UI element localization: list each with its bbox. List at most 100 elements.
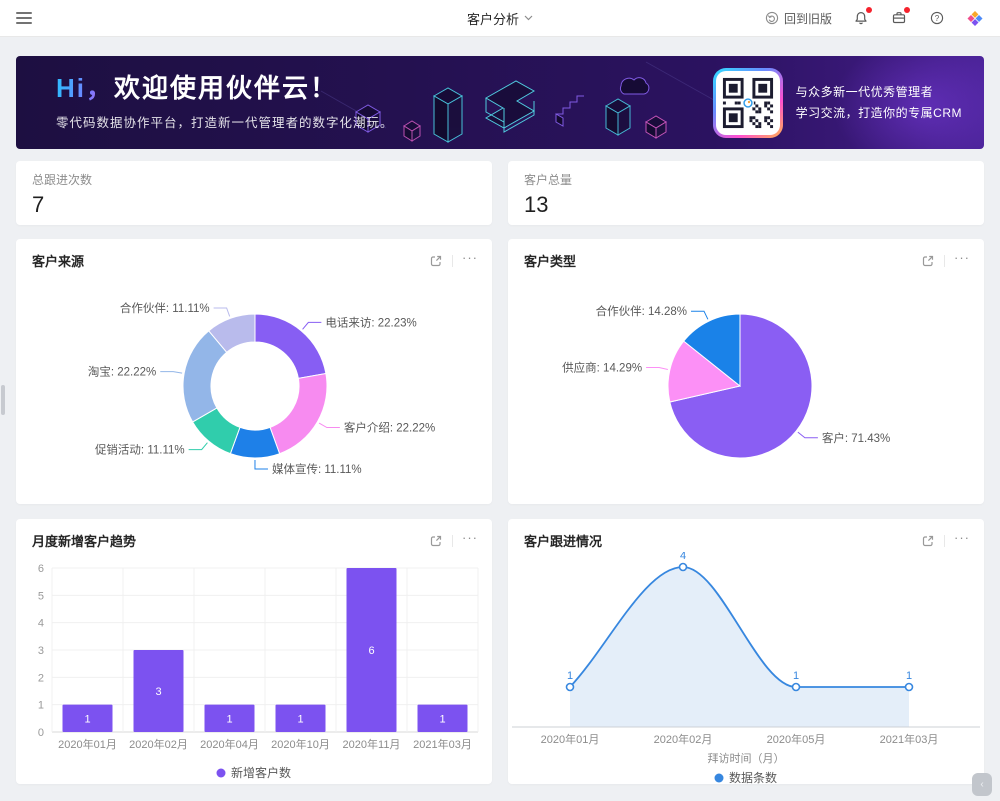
chart-title: 客户跟进情况 xyxy=(524,534,603,549)
huoban-logo-icon xyxy=(966,9,984,27)
svg-text:2020年04月: 2020年04月 xyxy=(200,737,259,751)
back-to-old-version-button[interactable]: 回到旧版 xyxy=(765,10,832,27)
svg-text:媒体宣传: 11.11%: 媒体宣传: 11.11% xyxy=(272,462,362,476)
chart-title: 月度新增客户趋势 xyxy=(32,534,137,549)
divider xyxy=(944,254,945,267)
svg-text:2020年11月: 2020年11月 xyxy=(343,737,401,751)
qr-code xyxy=(712,67,783,138)
svg-text:合作伙伴: 11.11%: 合作伙伴: 11.11% xyxy=(120,301,210,315)
svg-text:1: 1 xyxy=(793,670,799,682)
chart-card-followup-status: 客户跟进情况 ··· 1 2020年01月 4 2020年02月 1 2020年05月 1 2… xyxy=(508,519,984,784)
export-icon[interactable] xyxy=(429,254,443,268)
svg-text:2020年01月: 2020年01月 xyxy=(58,737,117,751)
chart-title: 客户来源 xyxy=(32,254,85,269)
svg-text:1: 1 xyxy=(906,670,912,682)
stat-label: 总跟进次数 xyxy=(32,173,93,187)
followup-status-line-chart[interactable]: 1 2020年01月 4 2020年02月 1 2020年05月 1 2021年03月拜访时间… xyxy=(508,552,984,784)
export-icon[interactable] xyxy=(429,534,443,548)
menu-icon[interactable] xyxy=(16,12,32,24)
welcome-banner: Hi，欢迎使用伙伴云！ 零代码数据协作平台，打造新一代管理者的数字化潮玩。 与众… xyxy=(16,56,984,149)
help-button[interactable]: ? xyxy=(928,9,946,27)
customer-type-pie-chart[interactable]: 客户: 71.43% 供应商: 14.29% 合作伙伴: 14.28% xyxy=(508,272,984,504)
chart-card-monthly-new-customers: 月度新增客户趋势 ··· 0 1 2 3 4 5 6 1 2020年01月 3 2020年02月 1 2… xyxy=(16,519,492,784)
collapse-drawer-button[interactable]: ‹ xyxy=(972,773,992,796)
divider xyxy=(944,534,945,547)
bell-icon xyxy=(855,12,867,25)
svg-text:淘宝: 22.22%: 淘宝: 22.22% xyxy=(88,365,156,379)
export-icon[interactable] xyxy=(921,534,935,548)
notification-badge xyxy=(866,7,872,13)
banner-subtitle: 零代码数据协作平台，打造新一代管理者的数字化潮玩。 xyxy=(56,115,394,130)
svg-text:?: ? xyxy=(935,14,940,23)
stat-card-followups: 总跟进次数 7 xyxy=(16,161,492,225)
svg-text:电话来访: 22.23%: 电话来访: 22.23% xyxy=(325,316,416,329)
svg-text:2020年02月: 2020年02月 xyxy=(654,732,713,746)
svg-text:2: 2 xyxy=(38,672,44,684)
stat-value: 7 xyxy=(32,192,45,217)
svg-text:4: 4 xyxy=(38,618,44,630)
charts-row-1: 客户来源 ··· 电话来访: 22.23% 客户介绍: 22.22% 媒体宣传: 1… xyxy=(16,239,984,504)
page-title: 客户分析 xyxy=(466,11,520,27)
dashboard-main: Hi，欢迎使用伙伴云！ 零代码数据协作平台，打造新一代管理者的数字化潮玩。 与众… xyxy=(0,37,1000,784)
stat-label: 客户总量 xyxy=(524,173,573,187)
svg-text:3: 3 xyxy=(155,686,161,698)
svg-text:1: 1 xyxy=(567,670,573,682)
svg-text:2021年03月: 2021年03月 xyxy=(880,732,939,746)
more-options-icon[interactable]: ··· xyxy=(954,530,970,545)
export-icon[interactable] xyxy=(921,254,935,268)
chart-card-customer-type: 客户类型 ··· 客户: 71.43% 供应商: 14.29% 合作伙伴: 14.2… xyxy=(508,239,984,504)
navbar-actions: 回到旧版 ? xyxy=(765,7,984,27)
banner-text-block: Hi，欢迎使用伙伴云！ 零代码数据协作平台，打造新一代管理者的数字化潮玩。 xyxy=(16,75,394,131)
svg-text:1: 1 xyxy=(84,713,90,725)
monthly-new-customers-bar-chart[interactable]: 0 1 2 3 4 5 6 1 2020年01月 3 2020年02月 1 2020年04月 1 2020年… xyxy=(16,552,492,784)
page-title-dropdown[interactable]: 客户分析 xyxy=(467,9,533,28)
svg-text:新增客户数: 新增客户数 xyxy=(231,765,291,780)
banner-glow-decoration xyxy=(834,56,984,149)
svg-text:合作伙伴: 14.28%: 合作伙伴: 14.28% xyxy=(596,304,687,318)
more-options-icon[interactable]: ··· xyxy=(462,530,478,545)
qr-code-pattern xyxy=(722,77,773,128)
more-options-icon[interactable]: ··· xyxy=(462,250,478,265)
svg-text:2021年03月: 2021年03月 xyxy=(413,737,472,751)
banner-title-rest: 欢迎使用伙伴云！ xyxy=(114,72,339,103)
svg-text:4: 4 xyxy=(680,552,686,562)
svg-text:6: 6 xyxy=(368,645,374,657)
qr-caption-line1: 与众多新一代优秀管理者 xyxy=(795,84,934,99)
banner-title: Hi，欢迎使用伙伴云！ xyxy=(56,75,394,101)
return-icon xyxy=(765,11,779,25)
notification-bell-button[interactable] xyxy=(852,7,872,27)
customer-source-donut-chart[interactable]: 电话来访: 22.23% 客户介绍: 22.22% 媒体宣传: 11.11% 促销活动… xyxy=(16,272,492,504)
chart-title: 客户类型 xyxy=(524,254,577,269)
svg-text:0: 0 xyxy=(38,727,44,739)
svg-text:数据条数: 数据条数 xyxy=(729,770,777,784)
svg-text:拜访时间（月）: 拜访时间（月） xyxy=(708,752,785,765)
svg-text:1: 1 xyxy=(38,700,44,712)
left-scroll-handle[interactable] xyxy=(1,385,5,415)
messages-button[interactable] xyxy=(890,7,910,27)
qr-caption: 与众多新一代优秀管理者 学习交流，打造你的专属CRM xyxy=(796,82,962,124)
charts-row-2: 月度新增客户趋势 ··· 0 1 2 3 4 5 6 1 2020年01月 3 2020年02月 1 2… xyxy=(16,519,984,784)
svg-text:供应商: 14.29%: 供应商: 14.29% xyxy=(562,361,642,375)
isometric-art-decoration xyxy=(320,61,747,143)
svg-text:2020年05月: 2020年05月 xyxy=(767,732,826,746)
svg-text:2020年02月: 2020年02月 xyxy=(129,737,188,751)
svg-text:5: 5 xyxy=(38,590,44,602)
stats-row: 总跟进次数 7 客户总量 13 xyxy=(16,161,984,225)
messages-badge xyxy=(904,7,910,13)
chevron-down-icon xyxy=(524,15,533,21)
svg-text:2020年10月: 2020年10月 xyxy=(271,737,330,751)
app-logo[interactable] xyxy=(966,9,984,27)
divider xyxy=(452,534,453,547)
svg-text:1: 1 xyxy=(439,713,445,725)
svg-text:6: 6 xyxy=(38,563,44,575)
svg-text:促销活动: 11.11%: 促销活动: 11.11% xyxy=(95,443,185,457)
svg-text:3: 3 xyxy=(38,645,44,657)
svg-text:客户: 71.43%: 客户: 71.43% xyxy=(822,431,890,445)
top-navbar: 客户分析 回到旧版 xyxy=(0,0,1000,37)
back-to-old-version-label: 回到旧版 xyxy=(783,11,832,26)
stat-card-total-customers: 客户总量 13 xyxy=(508,161,984,225)
qr-caption-line2: 学习交流，打造你的专属CRM xyxy=(795,105,962,120)
svg-text:1: 1 xyxy=(226,713,232,725)
more-options-icon[interactable]: ··· xyxy=(954,250,970,265)
divider xyxy=(452,254,453,267)
